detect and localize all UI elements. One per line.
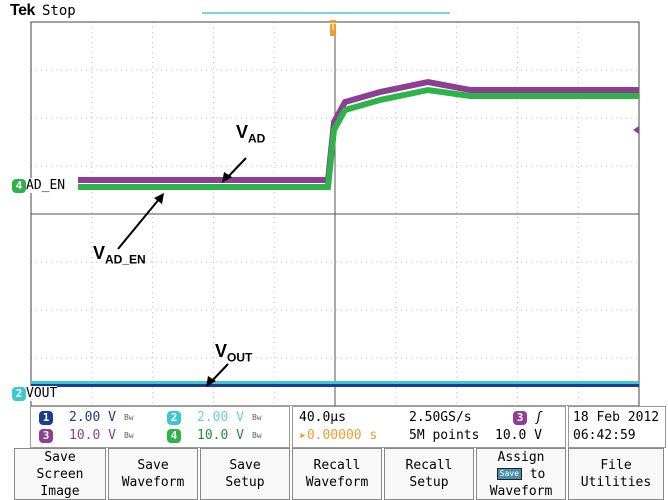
trigger-level-marker bbox=[633, 126, 639, 134]
annotation-vad: VAD bbox=[236, 122, 266, 146]
ch2-ground-icon: 2 bbox=[12, 387, 26, 401]
vaden-arrow bbox=[117, 197, 161, 250]
annotation-vout: VOUT bbox=[215, 341, 253, 365]
brand-logo: Tek bbox=[10, 2, 35, 19]
channel-readout-panel[interactable]: 1 2.00 V Bw 2 2.00 V Bw 3 10.0 V Bw 4 10… bbox=[30, 406, 290, 448]
trigger-level-value: 10.0 V bbox=[495, 428, 542, 443]
file-utilities-button[interactable]: File Utilities bbox=[568, 448, 664, 500]
date-value: 18 Feb 2012 bbox=[573, 410, 660, 425]
ch4-label: 4 AD_EN bbox=[12, 178, 66, 193]
ch4-label-text: AD_EN bbox=[26, 178, 66, 193]
ch2-bw-icon: Bw bbox=[251, 413, 262, 422]
trigger-position-marker: T bbox=[330, 20, 336, 36]
ch4-ground-icon: 4 bbox=[12, 179, 26, 193]
ch3-scale: 10.0 V bbox=[69, 428, 116, 443]
vaden-arrowhead bbox=[154, 193, 164, 204]
channel-4-readout[interactable]: 4 10.0 V Bw bbox=[167, 428, 272, 443]
ch4-bw-icon: Bw bbox=[251, 431, 262, 440]
channel-3-readout[interactable]: 3 10.0 V Bw bbox=[39, 428, 144, 443]
save-setup-button[interactable]: Save Setup bbox=[200, 448, 290, 500]
annotation-vad-en: VAD_EN bbox=[93, 243, 146, 267]
ch2-label: 2 VOUT bbox=[12, 386, 58, 401]
trace-ch1 bbox=[31, 384, 639, 387]
position-value: 0.00000 s bbox=[306, 428, 378, 443]
record-position-bar bbox=[202, 12, 450, 14]
ch2-scale: 2.00 V bbox=[197, 410, 244, 425]
ch2-label-text: VOUT bbox=[26, 386, 58, 401]
datetime-panel: 18 Feb 2012 06:42:59 bbox=[568, 406, 666, 448]
sample-rate-readout: 2.50GS/s bbox=[409, 410, 472, 425]
record-length-readout: 5M points bbox=[409, 428, 479, 443]
time-value: 06:42:59 bbox=[573, 428, 636, 443]
save-key-icon: Save bbox=[496, 468, 522, 480]
save-waveform-button[interactable]: Save Waveform bbox=[108, 448, 198, 500]
horizontal-position-readout[interactable]: ▸ 0.00000 s bbox=[299, 428, 377, 443]
recall-setup-button[interactable]: Recall Setup bbox=[384, 448, 474, 500]
position-arrow-icon: ▸ bbox=[299, 428, 307, 443]
ch1-scale: 2.00 V bbox=[69, 410, 116, 425]
trigger-level-readout: 10.0 V bbox=[495, 428, 542, 443]
trigger-source-chip: 3 bbox=[513, 410, 527, 425]
timebase-value: 40.0µs bbox=[299, 410, 346, 425]
trigger-slope-icon: ʃ bbox=[535, 410, 543, 425]
trace-ch4-ad-en bbox=[78, 86, 639, 190]
ch1-chip: 1 bbox=[39, 410, 53, 425]
ch3-bw-icon: Bw bbox=[123, 431, 134, 440]
time-readout: 06:42:59 bbox=[573, 428, 636, 443]
ch2-chip: 2 bbox=[167, 410, 181, 425]
acquisition-status: Stop bbox=[42, 3, 76, 19]
trigger-readout[interactable]: 3 ʃ bbox=[513, 410, 543, 425]
horizontal-readout-panel[interactable]: 40.0µs 2.50GS/s ▸ 0.00000 s 5M points 3 ʃ… bbox=[292, 406, 566, 448]
date-readout: 18 Feb 2012 bbox=[573, 410, 659, 425]
sample-rate-value: 2.50GS/s bbox=[409, 410, 472, 425]
ch4-scale: 10.0 V bbox=[197, 428, 244, 443]
timebase-readout[interactable]: 40.0µs bbox=[299, 410, 346, 425]
top-status-bar: Tek Stop bbox=[0, 0, 668, 22]
channel-1-readout[interactable]: 1 2.00 V Bw bbox=[39, 410, 144, 425]
save-screen-image-button[interactable]: Save Screen Image bbox=[14, 448, 106, 500]
ch4-chip: 4 bbox=[167, 428, 181, 443]
channel-2-readout[interactable]: 2 2.00 V Bw bbox=[167, 410, 272, 425]
ch1-bw-icon: Bw bbox=[123, 413, 134, 422]
waveform-display: T bbox=[30, 20, 640, 406]
svg-text:T: T bbox=[330, 22, 336, 33]
recall-waveform-button[interactable]: Recall Waveform bbox=[292, 448, 382, 500]
record-length-value: 5M points bbox=[409, 428, 480, 443]
vout-arrowhead bbox=[206, 376, 216, 387]
assign-save-button[interactable]: Assign Save to Waveform bbox=[476, 448, 566, 500]
ch3-chip: 3 bbox=[39, 428, 53, 443]
vad-arrowhead bbox=[222, 172, 232, 183]
trace-ch2-vout bbox=[31, 381, 639, 386]
